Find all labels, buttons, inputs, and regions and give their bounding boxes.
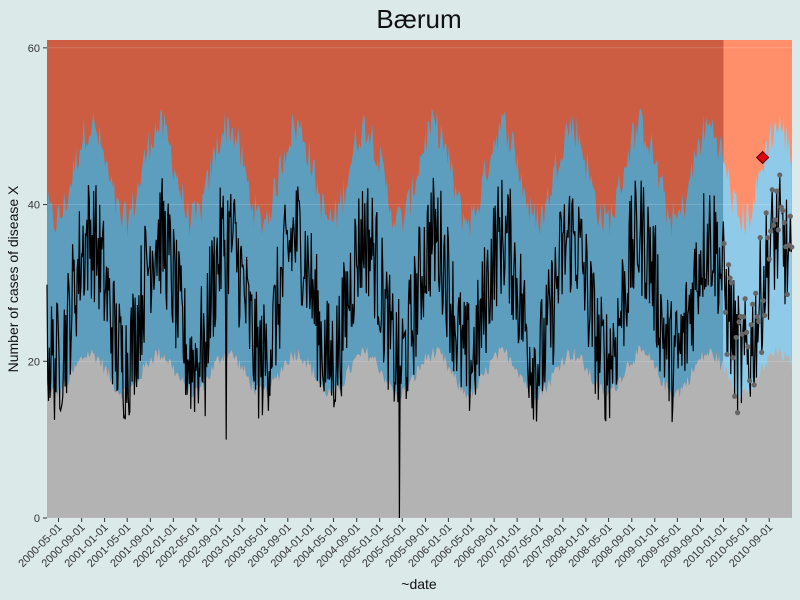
recent-point — [750, 301, 756, 307]
y-tick-label: 60 — [28, 43, 40, 55]
recent-point — [756, 318, 762, 325]
medium-band — [47, 107, 725, 401]
recent-point — [741, 314, 747, 320]
y-tick-label: 0 — [34, 513, 40, 525]
recent-point — [751, 382, 757, 388]
recent-point — [772, 217, 778, 223]
recent-point — [775, 227, 781, 233]
recent-point — [744, 329, 750, 335]
recent-point — [748, 322, 754, 328]
recent-point — [781, 220, 787, 226]
plot-area — [46, 40, 795, 519]
observed-line — [46, 174, 793, 519]
recent-point — [753, 290, 759, 296]
recent-point — [787, 213, 793, 219]
y-axis: 0 20 40 60 — [28, 43, 47, 525]
y-tick-label: 40 — [28, 200, 40, 212]
recent-point — [765, 235, 771, 241]
recent-point — [789, 244, 795, 250]
recent-point — [734, 410, 741, 416]
recent-point — [784, 291, 790, 298]
normal-band-recent — [723, 346, 792, 518]
recent-point — [721, 240, 727, 247]
recent-point — [722, 309, 729, 315]
y-tick-label: 20 — [28, 356, 40, 368]
recent-point — [739, 331, 745, 337]
x-axis: 2000-05-012000-09-012001-01-012001-05-01… — [16, 518, 775, 570]
recent-point — [745, 344, 751, 350]
normal-band — [47, 345, 725, 518]
recent-point — [747, 378, 753, 384]
recent-point — [736, 319, 742, 325]
recent-point — [757, 235, 763, 241]
recent-point — [760, 298, 766, 304]
recent-point — [763, 210, 769, 216]
recent-point — [725, 262, 732, 268]
recent-point — [730, 355, 736, 361]
recent-point — [777, 172, 783, 178]
recent-point — [771, 222, 777, 228]
recent-point — [754, 314, 760, 320]
recent-point — [762, 312, 768, 319]
recent-point — [768, 228, 774, 234]
recent-point — [731, 393, 738, 399]
recent-point — [774, 188, 780, 194]
recent-point — [742, 296, 748, 302]
recent-point — [728, 280, 735, 286]
chart-title: Bærum — [376, 4, 461, 34]
recent-point — [780, 207, 786, 214]
highlight-marker — [755, 150, 770, 165]
recent-point — [766, 256, 772, 262]
y-axis-label: Number of cases of disease X — [5, 185, 21, 372]
recent-point — [724, 351, 730, 357]
recent-point — [759, 349, 765, 355]
recent-point — [727, 275, 733, 281]
recent-point — [733, 334, 739, 341]
x-axis-label: ~date — [401, 576, 437, 592]
recent-point — [769, 187, 775, 193]
